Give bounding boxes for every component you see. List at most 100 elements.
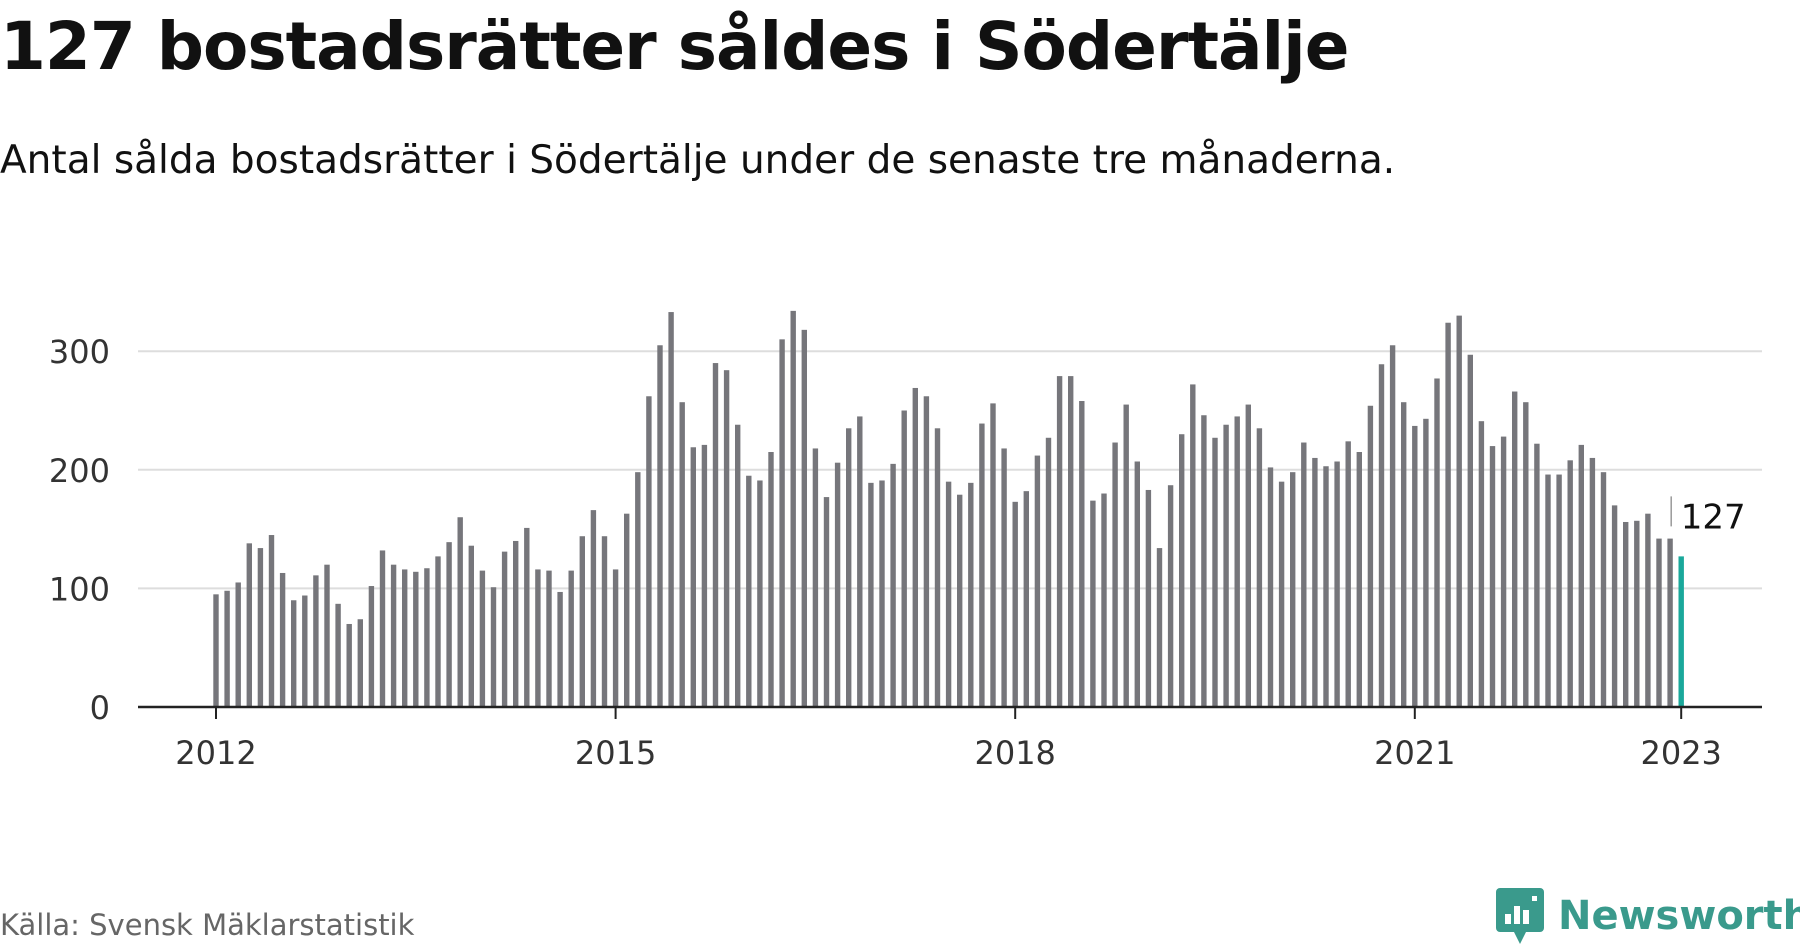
bar: [535, 569, 541, 707]
bar: [1212, 437, 1218, 707]
bar: [801, 329, 807, 707]
bar: [1223, 424, 1229, 707]
chart-subtitle: Antal sålda bostadsrätter i Södertälje u…: [0, 138, 1396, 183]
bar: [224, 590, 230, 707]
bar: [1112, 442, 1118, 707]
bar: [335, 603, 341, 707]
bar: [1167, 485, 1174, 707]
bar: [413, 571, 419, 707]
bar: [524, 527, 530, 707]
bar: [812, 448, 819, 707]
bar: [1068, 376, 1074, 707]
bar: [834, 462, 841, 707]
bar: [912, 387, 918, 707]
x-tick-label: 2018: [974, 734, 1055, 772]
brand: Newsworthy: [1496, 888, 1800, 944]
bar: [868, 482, 874, 707]
bar: [1623, 521, 1629, 707]
bar: [890, 463, 896, 707]
bar: [1600, 472, 1607, 707]
bar: [1323, 466, 1329, 707]
bar: [1256, 428, 1263, 707]
bar: [1401, 402, 1407, 707]
bar: [612, 569, 619, 707]
bar: [1312, 457, 1318, 707]
bar: [957, 494, 963, 707]
bar: [1389, 345, 1396, 707]
bar: [313, 575, 319, 707]
bar: [1090, 500, 1096, 707]
bar: [302, 595, 308, 707]
bar: [1267, 467, 1274, 707]
bar: [846, 428, 852, 707]
bar: [790, 310, 796, 707]
bar: [424, 568, 430, 707]
bar: [1179, 434, 1185, 707]
bar: [1378, 364, 1385, 707]
bar: [1634, 520, 1640, 707]
bar: [246, 543, 252, 707]
bar-highlighted: [1678, 556, 1684, 707]
bar: [990, 403, 996, 707]
bar: [457, 517, 463, 707]
bar: [1589, 457, 1596, 707]
bar: [546, 570, 552, 707]
bar: [968, 482, 974, 707]
bar: [490, 587, 497, 707]
bar: [390, 564, 397, 707]
bar: [579, 536, 585, 707]
bar: [979, 423, 985, 707]
bar: [901, 410, 907, 707]
bar: [1523, 402, 1529, 707]
bar: [1079, 401, 1085, 707]
bar: [768, 452, 774, 707]
bar: [1301, 442, 1307, 707]
bar: [279, 572, 286, 707]
bar: [1045, 437, 1052, 707]
bar: [923, 396, 930, 707]
bar: [1456, 315, 1462, 707]
bar: [1412, 425, 1418, 707]
bar: [1489, 446, 1496, 707]
chart-title: 127 bostadsrätter såldes i Södertälje: [0, 8, 1350, 85]
bar: [1201, 415, 1207, 707]
bar: [1467, 354, 1473, 707]
bar: [1434, 378, 1440, 707]
bar: [1645, 513, 1651, 707]
bar: [1356, 452, 1362, 707]
bar: [235, 582, 241, 707]
bar: [1445, 322, 1451, 707]
bar: [268, 535, 275, 707]
bar: [468, 545, 474, 707]
bar: [1056, 376, 1063, 707]
bar: [557, 591, 563, 707]
x-tick-label: 2015: [575, 734, 656, 772]
bar: [746, 475, 752, 707]
bar: [857, 416, 863, 707]
bar: [357, 619, 363, 707]
bar: [1245, 404, 1251, 707]
y-tick-label: 0: [90, 689, 110, 727]
bar: [657, 345, 663, 707]
bar: [590, 510, 597, 707]
last-value-label: 127: [1681, 497, 1746, 537]
bar: [1101, 493, 1107, 707]
bar: [1578, 444, 1584, 707]
bar: [435, 556, 441, 707]
bar: [1156, 548, 1163, 707]
bar: [257, 548, 264, 707]
bar: [601, 536, 608, 707]
bar: [1278, 481, 1285, 707]
bar: [723, 370, 730, 707]
bar: [513, 540, 519, 707]
bar: [402, 569, 408, 707]
bar: [1545, 474, 1551, 707]
bar: [1567, 460, 1573, 707]
bar: [712, 363, 719, 707]
y-tick-label: 100: [49, 570, 110, 608]
bar: [1023, 491, 1029, 707]
bar: [324, 564, 330, 707]
x-tick-label: 2021: [1374, 734, 1455, 772]
bar: [1367, 405, 1374, 707]
